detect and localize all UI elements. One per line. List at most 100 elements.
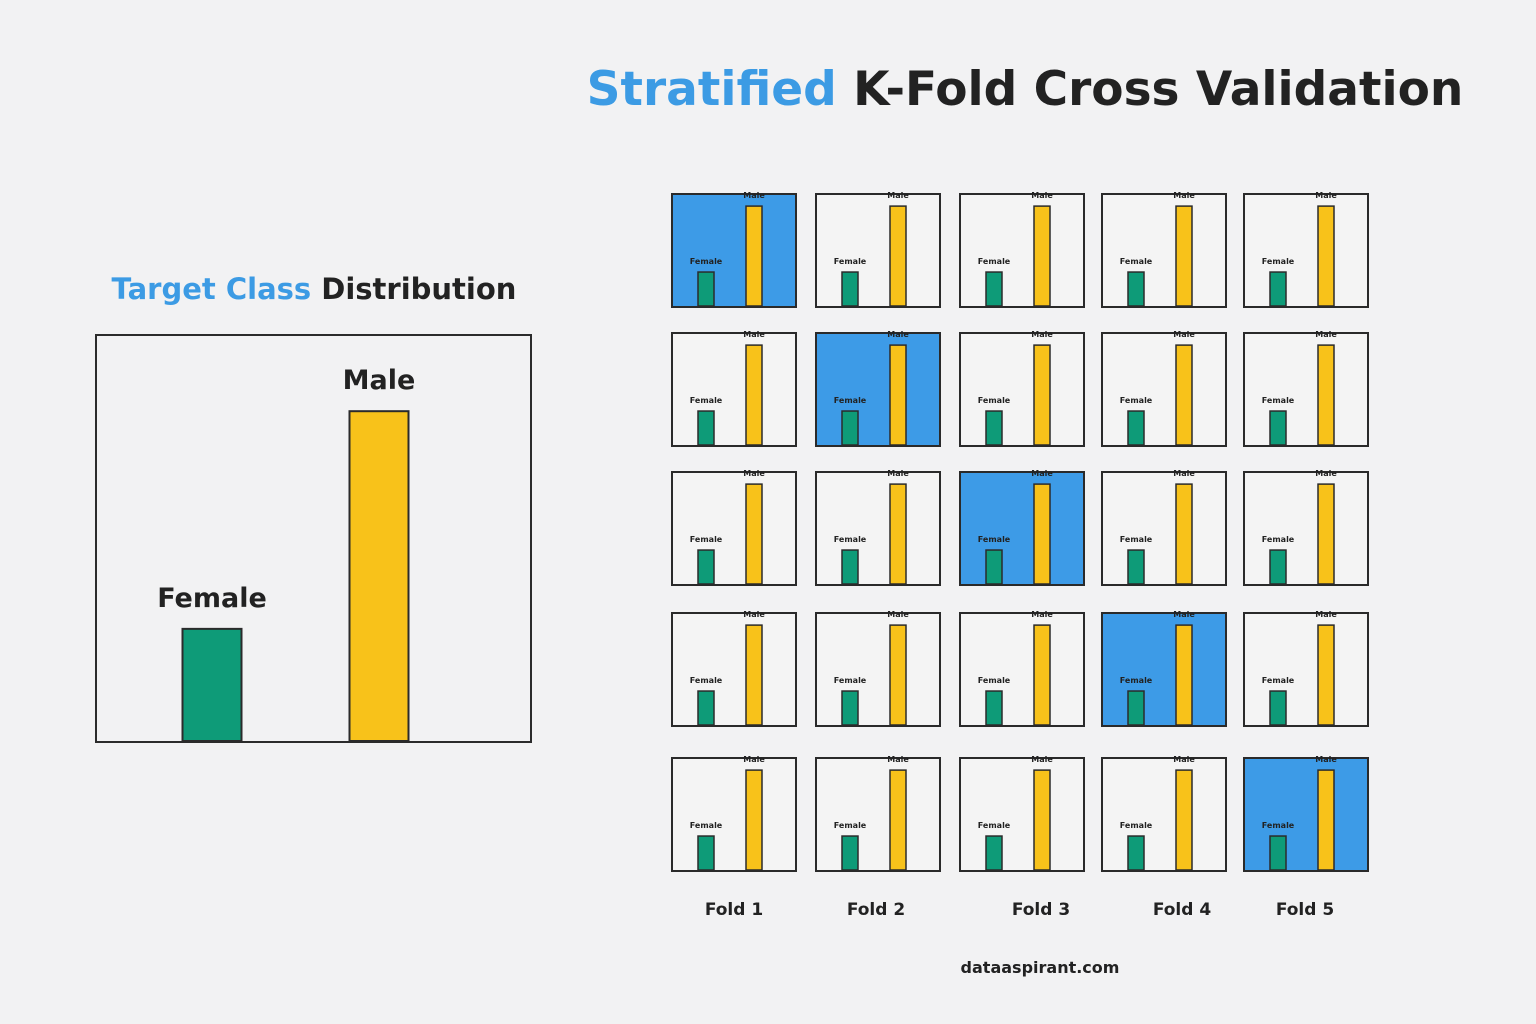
- mini-bar-female: [697, 690, 715, 726]
- fold-cell-train: Female Male: [815, 469, 941, 586]
- mini-bar-label-female: Female: [1120, 257, 1153, 266]
- mini-chart: Female Male: [690, 191, 765, 307]
- mini-bar-male: [1033, 483, 1051, 585]
- mini-chart: Female Male: [978, 469, 1053, 585]
- mini-chart: Female Male: [1120, 330, 1195, 446]
- mini-bar-label-female: Female: [978, 676, 1011, 685]
- mini-chart: Female Male: [978, 755, 1053, 871]
- mini-bar-female: [841, 410, 859, 446]
- mini-bar-male: [745, 624, 763, 726]
- mini-bar-female: [985, 549, 1003, 585]
- mini-bar-label-male: Male: [1031, 330, 1053, 339]
- mini-bar-female: [985, 690, 1003, 726]
- page-title: Stratified K-Fold Cross Validation: [0, 62, 1536, 117]
- mini-chart: Female Male: [834, 469, 909, 585]
- mini-bar-female: [1269, 835, 1287, 871]
- mini-bar-label-female: Female: [978, 535, 1011, 544]
- mini-bar-male: [1175, 483, 1193, 585]
- mini-bar-female: [697, 549, 715, 585]
- mini-bar-female: [1269, 549, 1287, 585]
- mini-bar-female: [697, 271, 715, 307]
- mini-bar-label-male: Male: [743, 191, 765, 200]
- mini-bar-label-male: Male: [1315, 610, 1337, 619]
- mini-bar-male: [889, 769, 907, 871]
- fold-cell-train: Female Male: [959, 610, 1085, 727]
- mini-bar-female: [841, 835, 859, 871]
- mini-bar-male: [745, 344, 763, 446]
- fold-cell-train: Female Male: [959, 191, 1085, 308]
- mini-bar-label-female: Female: [978, 257, 1011, 266]
- mini-bar-label-male: Male: [1173, 469, 1195, 478]
- mini-chart: Female Male: [978, 191, 1053, 307]
- mini-chart: Female Male: [1262, 191, 1337, 307]
- bar-label-male: Male: [343, 365, 416, 396]
- mini-bar-female: [985, 410, 1003, 446]
- mini-chart: Female Male: [978, 610, 1053, 726]
- mini-bar-female: [841, 549, 859, 585]
- mini-bar-label-female: Female: [1262, 535, 1295, 544]
- mini-chart: Female Male: [690, 330, 765, 446]
- mini-bar-female: [1269, 271, 1287, 307]
- mini-chart: Female Male: [1262, 755, 1337, 871]
- mini-bar-label-male: Male: [743, 755, 765, 764]
- mini-chart: Female Male: [690, 610, 765, 726]
- fold-cell-train: Female Male: [959, 755, 1085, 872]
- mini-bar-male: [1175, 624, 1193, 726]
- title-highlight: Stratified: [586, 62, 837, 117]
- mini-chart: Female Male: [834, 610, 909, 726]
- fold-cell-train: Female Male: [815, 610, 941, 727]
- source-watermark: dataaspirant.com: [960, 958, 1120, 977]
- mini-chart: Female Male: [834, 191, 909, 307]
- mini-bar-male: [1175, 205, 1193, 307]
- distribution-title-highlight: Target Class: [111, 272, 312, 306]
- title-rest: K-Fold Cross Validation: [836, 62, 1464, 117]
- mini-bar-male: [1317, 624, 1335, 726]
- mini-chart: Female Male: [834, 330, 909, 446]
- mini-chart: Female Male: [690, 469, 765, 585]
- mini-bar-label-female: Female: [1262, 396, 1295, 405]
- mini-bar-label-female: Female: [834, 396, 867, 405]
- fold-label: Fold 1: [704, 900, 764, 920]
- mini-bar-male: [889, 205, 907, 307]
- mini-bar-male: [1033, 344, 1051, 446]
- mini-bar-label-male: Male: [1173, 610, 1195, 619]
- fold-cell-test: Female Male: [1243, 755, 1369, 872]
- mini-bar-male: [1033, 205, 1051, 307]
- fold-label: Fold 5: [1275, 900, 1335, 920]
- mini-bar-male: [745, 483, 763, 585]
- fold-cell-train: Female Male: [815, 191, 941, 308]
- mini-chart: Female Male: [690, 755, 765, 871]
- mini-bar-male: [1175, 344, 1193, 446]
- fold-cell-train: Female Male: [1243, 191, 1369, 308]
- mini-bar-female: [697, 835, 715, 871]
- fold-cell-train: Female Male: [671, 755, 797, 872]
- fold-cell-test: Female Male: [1101, 610, 1227, 727]
- mini-bar-female: [841, 271, 859, 307]
- mini-bar-label-female: Female: [690, 257, 723, 266]
- mini-chart: Female Male: [1262, 610, 1337, 726]
- fold-cell-train: Female Male: [1243, 330, 1369, 447]
- mini-bar-label-male: Male: [1173, 330, 1195, 339]
- mini-bar-male: [1317, 483, 1335, 585]
- mini-bar-female: [1127, 271, 1145, 307]
- mini-bar-male: [745, 205, 763, 307]
- mini-bar-male: [889, 344, 907, 446]
- fold-label: Fold 4: [1152, 900, 1212, 920]
- mini-bar-label-male: Male: [1031, 191, 1053, 200]
- mini-bar-label-male: Male: [743, 469, 765, 478]
- mini-bar-label-male: Male: [887, 610, 909, 619]
- mini-bar-label-female: Female: [690, 396, 723, 405]
- mini-bar-label-male: Male: [1031, 469, 1053, 478]
- mini-bar-label-male: Male: [743, 610, 765, 619]
- mini-bar-male: [889, 624, 907, 726]
- mini-bar-male: [889, 483, 907, 585]
- mini-bar-label-male: Male: [1173, 191, 1195, 200]
- mini-bar-label-male: Male: [887, 755, 909, 764]
- mini-bar-male: [1317, 769, 1335, 871]
- fold-cell-train: Female Male: [1243, 469, 1369, 586]
- mini-bar-male: [1317, 344, 1335, 446]
- mini-bar-label-male: Male: [1315, 191, 1337, 200]
- mini-bar-label-male: Male: [1315, 469, 1337, 478]
- mini-bar-label-female: Female: [1120, 821, 1153, 830]
- mini-chart: Female Male: [1262, 330, 1337, 446]
